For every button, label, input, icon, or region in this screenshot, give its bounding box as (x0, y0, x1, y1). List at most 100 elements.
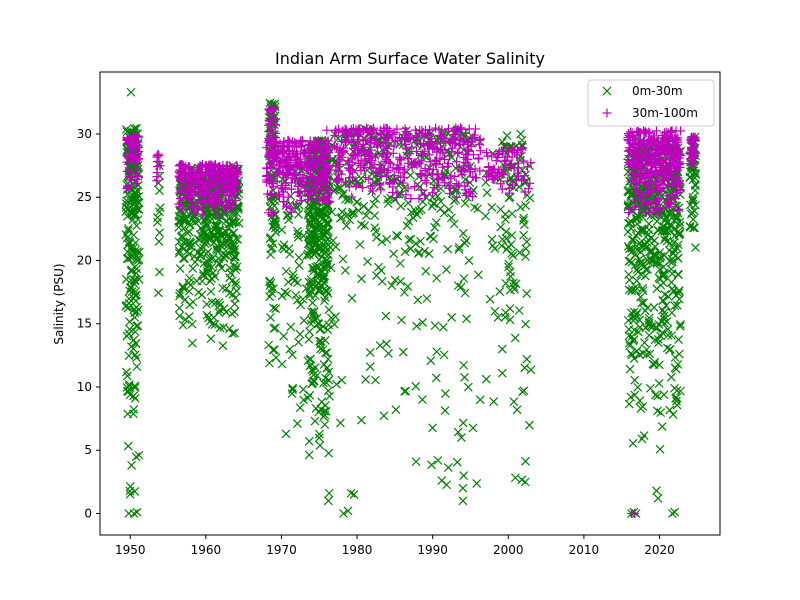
data-point-x (175, 311, 184, 321)
data-point-x (520, 363, 530, 373)
data-point-x (398, 347, 408, 357)
data-point-x (155, 186, 164, 196)
data-point-x (279, 331, 289, 341)
data-point-x (129, 509, 139, 518)
data-point-x (395, 258, 405, 268)
data-point-x (628, 438, 638, 448)
data-point-x (215, 323, 225, 333)
data-point-x (644, 235, 653, 245)
data-point-x (269, 303, 278, 313)
data-point-x (521, 170, 530, 180)
data-point-x (225, 324, 234, 334)
data-point-x (153, 217, 162, 227)
data-point-plus (452, 148, 462, 158)
data-point-x (487, 202, 497, 212)
data-point-x (463, 382, 473, 392)
legend-label-30m-100m: 30m-100m (632, 106, 698, 120)
data-point-x (625, 275, 634, 285)
data-point-x (230, 244, 240, 254)
data-point-x (230, 328, 239, 338)
data-point-x (332, 379, 341, 389)
data-point-x (447, 313, 457, 322)
data-point-x (189, 252, 199, 261)
data-point-x (127, 460, 136, 470)
data-point-x (365, 348, 375, 357)
chart-title: Indian Arm Surface Water Salinity (275, 49, 545, 68)
data-point-x (427, 460, 436, 470)
data-point-plus (512, 150, 522, 160)
data-point-x (510, 333, 520, 343)
data-point-x (653, 406, 662, 416)
data-point-x (227, 309, 237, 319)
data-point-x (315, 429, 324, 439)
data-point-x (129, 305, 139, 315)
data-point-x (411, 457, 421, 467)
data-point-x (667, 308, 677, 318)
data-point-x (453, 281, 463, 291)
data-point-x (337, 375, 347, 385)
data-point-x (134, 274, 144, 284)
data-point-x (122, 196, 132, 206)
data-point-x (475, 395, 485, 405)
data-point-x (205, 276, 215, 286)
data-point-x (180, 254, 189, 263)
data-point-x (408, 213, 418, 223)
data-point-x (517, 475, 527, 485)
data-point-x (691, 243, 700, 252)
data-point-x (379, 411, 389, 421)
data-point-x (340, 266, 350, 275)
data-point-x (299, 316, 309, 325)
data-point-x (441, 265, 451, 274)
data-point-x (130, 313, 140, 322)
data-point-x (624, 399, 634, 409)
data-point-x (131, 238, 141, 248)
data-point-x (281, 429, 291, 439)
data-point-x (221, 307, 231, 317)
data-point-x (268, 345, 278, 355)
data-point-x (216, 240, 226, 250)
data-point-x (184, 312, 194, 322)
data-point-x (224, 230, 233, 240)
data-point-plus (445, 173, 455, 183)
data-point-x (440, 389, 450, 399)
data-point-x (174, 303, 184, 313)
data-point-x (347, 293, 357, 303)
data-point-x (125, 482, 135, 491)
data-point-x (444, 205, 454, 214)
data-point-x (665, 405, 675, 415)
data-point-x (391, 405, 401, 415)
data-point-x (674, 335, 683, 344)
data-point-x (231, 265, 241, 275)
data-point-x (154, 237, 164, 246)
data-point-x (296, 300, 305, 310)
data-point-x (185, 237, 195, 247)
x-tick-label: 1980 (342, 543, 373, 557)
x-tick-label: 1990 (417, 543, 448, 557)
data-point-x (654, 379, 664, 388)
data-point-x (664, 246, 674, 255)
data-point-x (287, 350, 297, 360)
data-point-x (193, 234, 203, 244)
data-point-x (432, 273, 442, 283)
data-point-x (304, 436, 314, 446)
data-point-x (432, 347, 442, 357)
data-point-x (203, 261, 213, 270)
data-point-x (122, 300, 131, 310)
data-point-x (211, 231, 220, 241)
data-point-x (219, 322, 228, 332)
x-tick-label: 2000 (493, 543, 524, 557)
data-point-x (315, 441, 325, 450)
data-point-x (422, 294, 432, 303)
data-point-x (458, 228, 468, 238)
data-point-x (198, 225, 207, 235)
data-point-x (184, 286, 194, 296)
data-point-x (431, 373, 441, 383)
data-point-plus (376, 185, 386, 195)
data-point-x (295, 329, 305, 339)
data-point-x (202, 299, 212, 309)
data-point-x (178, 320, 188, 330)
data-point-x (497, 368, 507, 378)
data-point-x (464, 256, 474, 265)
data-point-x (298, 294, 308, 304)
data-point-x (421, 266, 431, 276)
